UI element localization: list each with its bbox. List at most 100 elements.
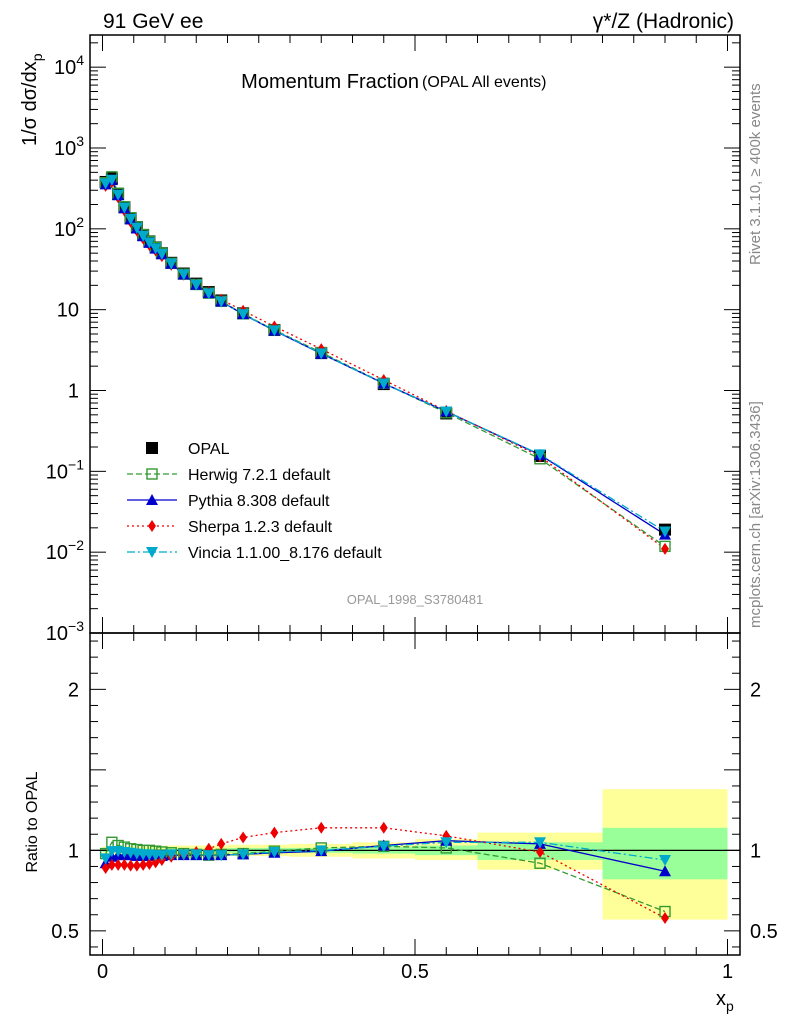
data-point <box>659 526 671 538</box>
data-point <box>155 248 168 260</box>
series-line <box>105 175 666 547</box>
ratio-point <box>139 858 148 871</box>
rivet-label: Rivet 3.1.10, ≥ 400k events <box>747 83 764 265</box>
data-point <box>268 325 281 337</box>
y-tick-label: 103 <box>54 133 84 160</box>
legend: OPAL Herwig 7.2.1 default Pythia 8.308 def… <box>127 441 382 562</box>
series-markers <box>99 174 671 540</box>
ratio-point <box>239 831 248 844</box>
series-markers <box>99 171 671 553</box>
legend-marker <box>148 520 156 532</box>
y-tick-label: 10−2 <box>46 537 84 564</box>
legend-marker <box>146 442 158 454</box>
ratio-point <box>534 837 546 849</box>
ratio-point <box>155 850 168 862</box>
data-point <box>661 542 669 555</box>
ratio-point <box>107 858 116 871</box>
legend-label: Herwig 7.2.1 default <box>188 467 331 484</box>
ratio-series-line <box>105 841 666 861</box>
legend-marker <box>146 494 158 505</box>
ratio-point <box>440 837 453 849</box>
ratio-panel: Ratio to OPAL xp 0 0.5 1 0.5 0.5 1 1 2 2 <box>24 632 778 1014</box>
y-tick-label: 1 <box>68 381 79 403</box>
ratio-point <box>202 850 215 862</box>
ratio-point <box>190 849 203 861</box>
legend-marker <box>146 468 158 480</box>
series-markers <box>101 175 669 555</box>
ratio-y-tick-label-right: 0.5 <box>750 921 778 943</box>
legend-label: Vincia 1.1.00_8.176 default <box>188 545 382 562</box>
ratio-y-tick-label: 0.5 <box>51 921 79 943</box>
legend-label: OPAL <box>188 441 230 458</box>
ratio-point <box>177 849 190 861</box>
ratio-point <box>315 845 328 857</box>
y-tick-label: 104 <box>54 52 84 79</box>
ratio-point <box>99 853 112 865</box>
ratio-point <box>270 826 279 839</box>
ratio-y-tick-label: 1 <box>68 840 79 862</box>
data-point <box>177 269 190 281</box>
ratio-point <box>132 859 141 872</box>
ratio-point <box>268 846 281 858</box>
header-right-label: γ*/Z (Hadronic) <box>593 10 734 33</box>
ratio-point <box>126 859 135 872</box>
y-tick-label: 10−3 <box>46 618 84 645</box>
ratio-y-tick-label-right: 2 <box>750 679 761 701</box>
legend-marker <box>146 547 158 558</box>
ratio-series-markers <box>99 837 671 867</box>
main-y-axis-label: 1/σ dσ/dxp <box>19 53 45 146</box>
data-point <box>215 296 228 308</box>
ratio-point <box>661 911 669 924</box>
data-point <box>149 243 162 255</box>
data-point <box>315 348 328 360</box>
ratio-point <box>379 821 388 834</box>
main-panel: Momentum Fraction (OPAL All events) OPAL… <box>19 34 741 645</box>
data-point <box>190 279 203 291</box>
data-point <box>202 288 215 300</box>
ratio-point <box>215 850 228 862</box>
legend-label: Pythia 8.308 default <box>188 493 330 510</box>
x-tick-label: 0.5 <box>401 961 429 983</box>
x-tick-label: 1 <box>722 961 733 983</box>
ratio-y-tick-label: 2 <box>68 679 79 701</box>
main-title: Momentum Fraction <box>241 71 419 93</box>
ratio-point <box>534 857 546 869</box>
x-axis-label: xp <box>716 988 734 1014</box>
data-point <box>137 230 150 242</box>
data-point <box>124 213 137 225</box>
ratio-point <box>145 858 154 871</box>
data-point <box>440 406 453 418</box>
data-point <box>105 174 118 186</box>
y-tick-label: 10 <box>57 300 79 322</box>
x-tick-label: 0 <box>97 961 108 983</box>
data-point <box>143 237 156 249</box>
ratio-point <box>536 845 544 858</box>
analysis-id-label: OPAL_1998_S3780481 <box>347 592 483 607</box>
ratio-point <box>217 837 226 850</box>
ratio-point <box>120 858 129 871</box>
header-left-label: 91 GeV ee <box>103 10 203 33</box>
ratio-point <box>659 865 671 877</box>
data-point <box>118 202 131 214</box>
main-frame <box>89 34 741 634</box>
ratio-point <box>165 849 178 861</box>
y-tick-label: 10−1 <box>46 456 84 483</box>
ratio-point <box>237 849 250 861</box>
ratio-y-tick-label-right: 1 <box>750 840 761 862</box>
ratio-point <box>151 856 160 869</box>
series-markers <box>99 174 671 538</box>
main-title-suffix: (OPAL All events) <box>422 74 547 91</box>
ratio-point <box>659 855 671 867</box>
data-point <box>112 189 125 201</box>
data-point <box>377 378 390 390</box>
legend-label: Sherpa 1.2.3 default <box>188 519 333 536</box>
ratio-point <box>377 841 390 853</box>
series-markers <box>99 172 671 536</box>
data-point <box>165 258 178 270</box>
data-point <box>237 309 250 321</box>
ratio-point <box>317 821 326 834</box>
data-point <box>99 178 112 190</box>
ratio-point <box>114 858 123 871</box>
data-point <box>534 449 546 461</box>
